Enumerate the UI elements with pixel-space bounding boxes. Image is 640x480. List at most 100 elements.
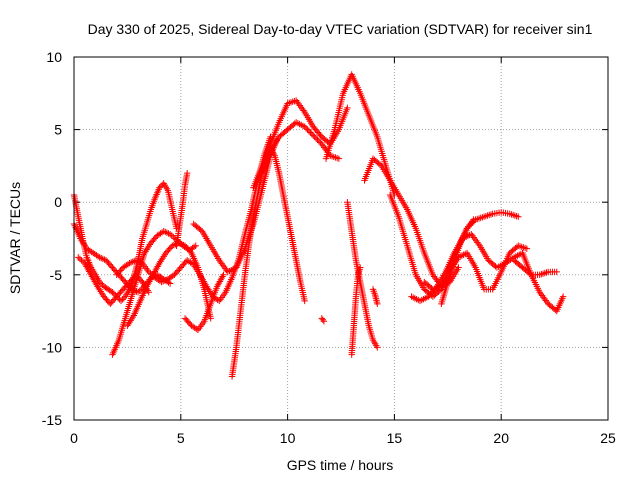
data-point [156,184,163,191]
data-point [559,293,567,300]
data-point [317,132,324,139]
data-point [335,155,343,162]
data-point [220,271,227,278]
data-point [153,275,160,282]
data-point [166,274,173,282]
data-point [515,213,522,220]
y-tick-label: 0 [54,194,62,210]
data-point [165,230,172,237]
data-point [129,258,136,265]
data-point [161,277,168,284]
data-point [119,296,126,303]
y-tick-label: -5 [50,267,63,283]
data-points [70,71,567,380]
data-point [305,127,313,135]
grid-lines [74,57,608,420]
data-point [134,257,141,265]
data-point [189,323,197,330]
data-point [126,259,133,267]
data-point [302,124,310,132]
plot-frame [73,56,609,421]
data-point [123,262,130,269]
x-tick-label: 25 [600,430,616,446]
y-tick-label: -10 [42,339,62,355]
data-point [109,289,116,296]
data-point [304,126,311,133]
data-point [158,278,165,286]
data-point [470,216,477,223]
data-point [301,297,308,305]
data-point [214,296,221,304]
data-point [184,169,191,177]
data-point [301,123,308,130]
x-tick-label: 5 [177,430,185,446]
data-point [189,244,196,252]
axis-ticks: 0 5 10 15 20 25 -15 -10 -5 0 5 10 [42,49,616,446]
y-tick-label: -15 [42,412,62,428]
x-tick-label: 0 [70,430,78,446]
data-point [178,241,186,248]
data-point [124,261,132,268]
data-point [374,300,381,308]
data-point [136,287,143,294]
data-point [374,344,381,351]
data-point [344,104,351,112]
data-point [110,290,118,297]
y-axis-label: SDTVAR / TECUs [7,182,23,294]
data-point [192,242,199,249]
data-point [553,268,560,276]
data-point [310,132,317,139]
data-point [86,247,94,255]
data-point [145,268,152,276]
x-tick-label: 10 [280,430,296,446]
data-point [166,230,174,238]
data-point [157,183,165,190]
data-point [91,250,99,258]
data-point [97,280,105,287]
data-point [96,278,103,286]
data-point [207,315,214,322]
data-point [121,263,128,270]
chart-title: Day 330 of 2025, Sidereal Day-to-day VTE… [88,21,593,37]
y-tick-label: 10 [46,49,62,65]
data-point [162,228,169,236]
data-point [93,251,100,259]
x-tick-label: 15 [387,430,403,446]
data-point [170,241,178,249]
data-point [132,257,140,264]
data-point [184,257,191,264]
data-point [155,276,162,284]
data-point [163,229,171,236]
data-point [311,133,318,141]
data-point [317,139,324,146]
data-point [455,264,462,271]
data-point [160,228,167,235]
data-point [164,275,172,283]
data-point [312,135,320,142]
data-point [526,270,533,277]
data-point [90,249,97,257]
data-point [523,245,531,252]
data-point [85,246,92,253]
data-point [76,255,84,263]
data-point [88,248,95,256]
data-point [308,130,316,138]
data-point [357,264,364,271]
data-point [78,257,85,264]
data-point [167,273,175,281]
data-point [127,259,135,266]
data-point [163,276,170,284]
data-point [185,258,193,265]
data-point [154,232,161,239]
data-point [155,231,163,238]
data-point [166,280,174,287]
data-point [94,253,102,260]
data-point [159,278,167,285]
data-point [188,322,195,329]
data-point [117,297,125,305]
data-point [320,318,328,325]
data-point [307,129,314,136]
data-point [193,325,200,333]
